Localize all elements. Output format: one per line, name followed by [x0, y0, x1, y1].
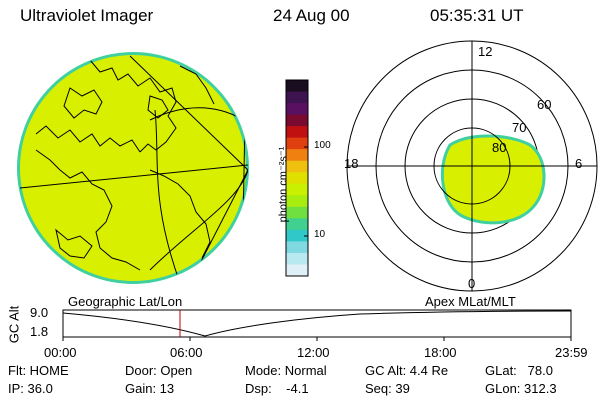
- timeline-frame: [62, 309, 572, 338]
- status-flight: Flt: HOME: [8, 363, 69, 378]
- colorbar-segment: [286, 195, 308, 208]
- timeline-ticks: [62, 337, 572, 341]
- status-glat: GLat: 78.0: [485, 363, 553, 378]
- colorbar-unit-label: photon cm⁻²s⁻¹: [277, 146, 290, 223]
- colorbar-segment: [286, 229, 308, 242]
- geographic-map: [17, 52, 249, 284]
- status-mode: Mode: Normal: [245, 363, 327, 378]
- colorbar-segment: [286, 103, 308, 116]
- timeline-x-tick-2359: 23:59: [555, 345, 588, 360]
- geo-coastlines: [35, 59, 215, 271]
- instrument-title: Ultraviolet Imager: [20, 6, 154, 25]
- timeline-y-axis-label: GC Alt: [6, 305, 22, 344]
- time-label: 05:35:31 UT: [430, 6, 524, 25]
- status-dsp: Dsp: -4.1: [245, 381, 309, 396]
- colorbar-tick-100: 100: [314, 140, 331, 151]
- geo-disk-fill: [20, 55, 246, 281]
- lat-label-70: 70: [512, 120, 527, 135]
- mlt-label-6: 6: [575, 156, 583, 171]
- status-gain: Gain: 13: [125, 381, 175, 396]
- timeline-plot: [62, 309, 572, 341]
- colorbar-segment: [286, 252, 308, 265]
- polar-plot: [346, 40, 598, 292]
- timeline-x-tick-0000: 00:00: [44, 345, 77, 360]
- status-glon: GLon: 312.3: [485, 381, 557, 396]
- colorbar-segment: [286, 91, 308, 104]
- colorbar-segment: [286, 137, 308, 150]
- timeline-y-tick-low: 1.8: [30, 324, 49, 339]
- status-seq: Seq: 39: [365, 381, 410, 396]
- colorbar-segment: [286, 80, 308, 93]
- altitude-curve: [62, 310, 572, 337]
- colorbar-segment: [286, 241, 308, 254]
- status-door: Door: Open: [125, 363, 193, 378]
- lat-label-60: 60: [537, 97, 552, 112]
- colorbar-segment: [286, 160, 308, 173]
- colorbar-segment: [286, 206, 308, 219]
- colorbar-segment: [286, 218, 308, 231]
- colorbar-segment: [286, 264, 308, 277]
- status-ip: IP: 36.0: [8, 381, 53, 396]
- timeline-y-tick-high: 9.0: [30, 305, 49, 320]
- auroral-oval: [440, 134, 546, 225]
- timeline-x-tick-1200: 12:00: [297, 345, 330, 360]
- colorbar-segment: [286, 149, 308, 162]
- lat-label-80: 80: [492, 140, 507, 155]
- mlt-label-18: 18: [344, 156, 359, 171]
- mlt-label-12: 12: [478, 44, 493, 59]
- colorbar-segment: [286, 172, 308, 185]
- timeline-right-title: Apex MLat/MLT: [425, 294, 516, 309]
- status-gc-alt: GC Alt: 4.4 Re: [365, 363, 449, 378]
- colorbar-segment: [286, 126, 308, 139]
- colorbar-tick-10: 10: [314, 229, 326, 240]
- colorbar-frame: [285, 79, 309, 277]
- colorbar-segment: [286, 114, 308, 127]
- timeline-left-title: Geographic Lat/Lon: [68, 294, 183, 309]
- timeline-x-tick-0600: 06:00: [170, 345, 203, 360]
- colorbar: [285, 79, 309, 277]
- timeline-x-tick-1800: 18:00: [424, 345, 457, 360]
- mlt-label-0: 0: [468, 276, 476, 291]
- date-label: 24 Aug 00: [273, 6, 350, 25]
- colorbar-segment: [286, 183, 308, 196]
